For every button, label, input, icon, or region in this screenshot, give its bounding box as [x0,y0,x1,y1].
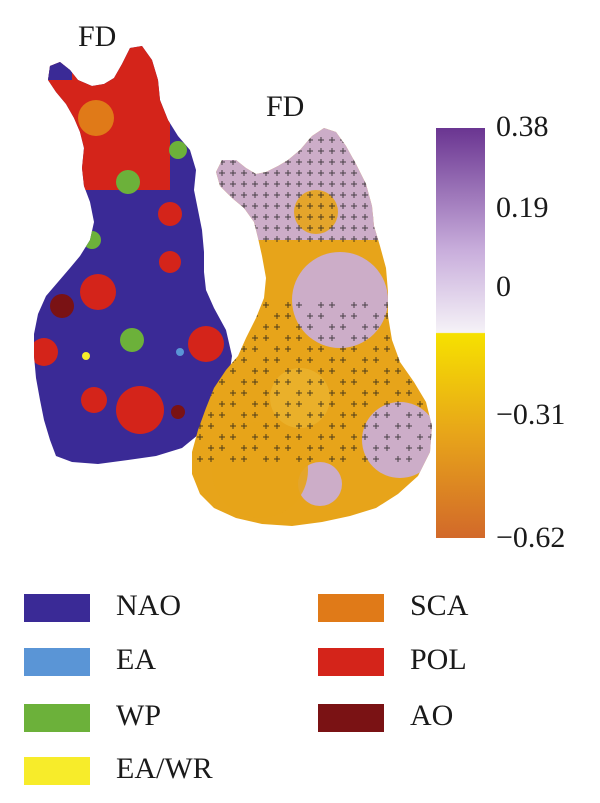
legend-label-pol: POL [410,643,467,676]
eawr-region-dot [82,352,90,360]
pol-region-central [159,251,181,273]
wp-region-north [116,170,140,194]
pol-region-east [188,326,224,362]
colorbar-tick-minus-0.62: −0.62 [496,521,566,554]
left-map [34,46,232,464]
right-map-title: FD [266,90,305,123]
negative-correlation-central [270,368,330,428]
ao-region-west [50,294,74,318]
pol-region-mid-east [158,202,182,226]
sca-region-north [78,100,114,136]
legend-swatch-ao [318,704,384,732]
legend-label-sca: SCA [410,589,469,622]
right-map [192,128,432,526]
legend-label-ao: AO [410,699,454,732]
legend-label-nao: NAO [116,589,181,622]
positive-correlation-south [298,462,342,506]
legend-swatch-sca [318,594,384,622]
legend-swatch-nao [24,594,90,622]
legend-label-ea-wr: EA/WR [116,752,213,785]
left-map-title: FD [78,20,117,53]
legend-label-wp: WP [116,699,161,732]
negative-correlation-southwest [212,422,308,518]
pol-region-mid [80,274,116,310]
nao-region-northwest [40,60,72,80]
wp-region-central [120,328,144,352]
pol-region-west [34,338,58,366]
legend-swatch-pol [318,648,384,676]
ao-region-south [171,405,185,419]
colorbar-tick-minus-0.31: −0.31 [496,398,566,431]
positive-correlation-east [362,402,432,478]
colorbar-tick-0: 0 [496,270,511,303]
wp-region-mid [83,231,101,249]
colorbar [436,128,485,538]
legend-swatch-wp [24,704,90,732]
left-map-patches [34,46,224,434]
ea-region-dot [176,348,184,356]
pol-region-south [116,386,164,434]
colorbar-tick-0.38: 0.38 [496,110,549,143]
wp-region-north-east [169,141,187,159]
map-canvas [34,46,485,538]
negative-correlation-north [294,190,338,234]
legend-swatch-ea [24,648,90,676]
legend-label-ea: EA [116,643,156,676]
positive-correlation-mid [292,252,388,348]
colorbar-tick-0.19: 0.19 [496,191,549,224]
legend-swatch-ea-wr [24,757,90,785]
pol-region-south-west [81,387,107,413]
